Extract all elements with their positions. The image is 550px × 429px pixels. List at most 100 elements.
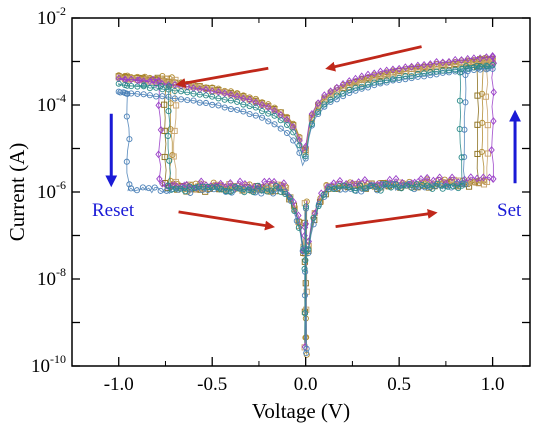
data-point — [246, 110, 253, 118]
data-point — [250, 189, 257, 196]
data-point — [393, 181, 400, 188]
data-point — [266, 177, 273, 186]
data-point — [483, 58, 490, 66]
data-point — [259, 114, 266, 121]
data-point — [371, 69, 378, 78]
data-point — [246, 103, 253, 110]
data-point — [177, 88, 185, 95]
data-point — [486, 173, 493, 182]
data-point — [157, 82, 164, 90]
data-point — [308, 110, 316, 118]
data-point — [128, 75, 135, 84]
data-point — [221, 89, 228, 98]
data-point — [161, 153, 168, 161]
data-point — [261, 177, 268, 186]
data-point — [439, 58, 446, 67]
data-point — [315, 202, 322, 210]
data-point — [421, 70, 428, 77]
data-point — [291, 207, 298, 215]
data-point — [396, 74, 403, 81]
data-point — [166, 83, 173, 90]
data-point — [252, 189, 259, 196]
data-point — [327, 92, 334, 99]
data-point — [324, 183, 331, 191]
data-point — [483, 62, 490, 69]
data-point — [490, 174, 497, 183]
data-point — [327, 87, 334, 96]
data-point — [273, 182, 280, 189]
data-point — [427, 60, 434, 68]
data-point — [346, 86, 353, 94]
data-point — [270, 177, 278, 186]
data-point — [458, 65, 465, 72]
data-point — [341, 182, 348, 189]
data-point — [301, 310, 308, 317]
data-point — [177, 96, 185, 103]
data-point — [215, 102, 222, 109]
data-point — [271, 106, 278, 115]
data-point — [252, 112, 259, 119]
data-point — [240, 101, 247, 108]
data-point — [352, 80, 359, 87]
data-point — [482, 93, 489, 100]
data-point — [377, 187, 384, 194]
data-point — [439, 63, 446, 70]
data-point — [490, 117, 497, 126]
data-point — [124, 82, 131, 89]
data-point — [483, 178, 491, 186]
data-point — [489, 62, 496, 69]
data-point — [290, 197, 297, 206]
data-point — [128, 83, 135, 90]
data-point — [489, 65, 496, 72]
data-point — [283, 121, 291, 128]
data-point — [296, 149, 303, 156]
data-point — [414, 61, 422, 70]
data-point — [464, 65, 471, 72]
data-point — [423, 176, 431, 183]
data-point — [195, 183, 202, 190]
data-point — [402, 73, 409, 80]
data-point — [483, 53, 490, 62]
data-point — [383, 79, 390, 86]
data-point — [456, 97, 463, 104]
data-point — [153, 93, 160, 100]
data-point — [346, 184, 353, 191]
data-point — [414, 70, 421, 77]
data-point — [484, 150, 491, 157]
data-point — [190, 97, 197, 104]
data-point — [450, 183, 457, 190]
data-point — [287, 197, 294, 205]
data-point — [362, 185, 369, 192]
data-point — [232, 183, 239, 192]
data-point — [227, 179, 234, 187]
data-point — [190, 90, 197, 97]
data-point — [157, 125, 165, 134]
data-point — [120, 89, 127, 96]
y-tick-exponent: -10 — [50, 352, 66, 366]
data-point — [196, 85, 203, 94]
data-point — [427, 65, 434, 72]
data-point — [355, 178, 362, 187]
data-point — [429, 185, 436, 192]
data-point — [301, 265, 308, 272]
data-point — [361, 176, 369, 184]
data-point — [464, 57, 471, 64]
data-point — [439, 67, 446, 74]
y-tick-exponent: -4 — [56, 91, 66, 105]
data-point — [333, 92, 340, 99]
data-point — [146, 85, 153, 92]
data-point — [417, 174, 425, 183]
data-point — [184, 97, 191, 104]
data-point — [374, 187, 381, 194]
data-point — [157, 187, 164, 194]
data-point — [414, 66, 421, 73]
sweep-direction-arrow — [178, 210, 275, 231]
data-point — [371, 79, 378, 86]
data-point — [159, 93, 166, 100]
y-tick-base: 10 — [37, 269, 56, 290]
data-point — [202, 99, 210, 107]
data-point — [483, 66, 490, 73]
data-point — [420, 60, 428, 69]
data-point — [221, 96, 228, 103]
data-point — [383, 66, 390, 75]
